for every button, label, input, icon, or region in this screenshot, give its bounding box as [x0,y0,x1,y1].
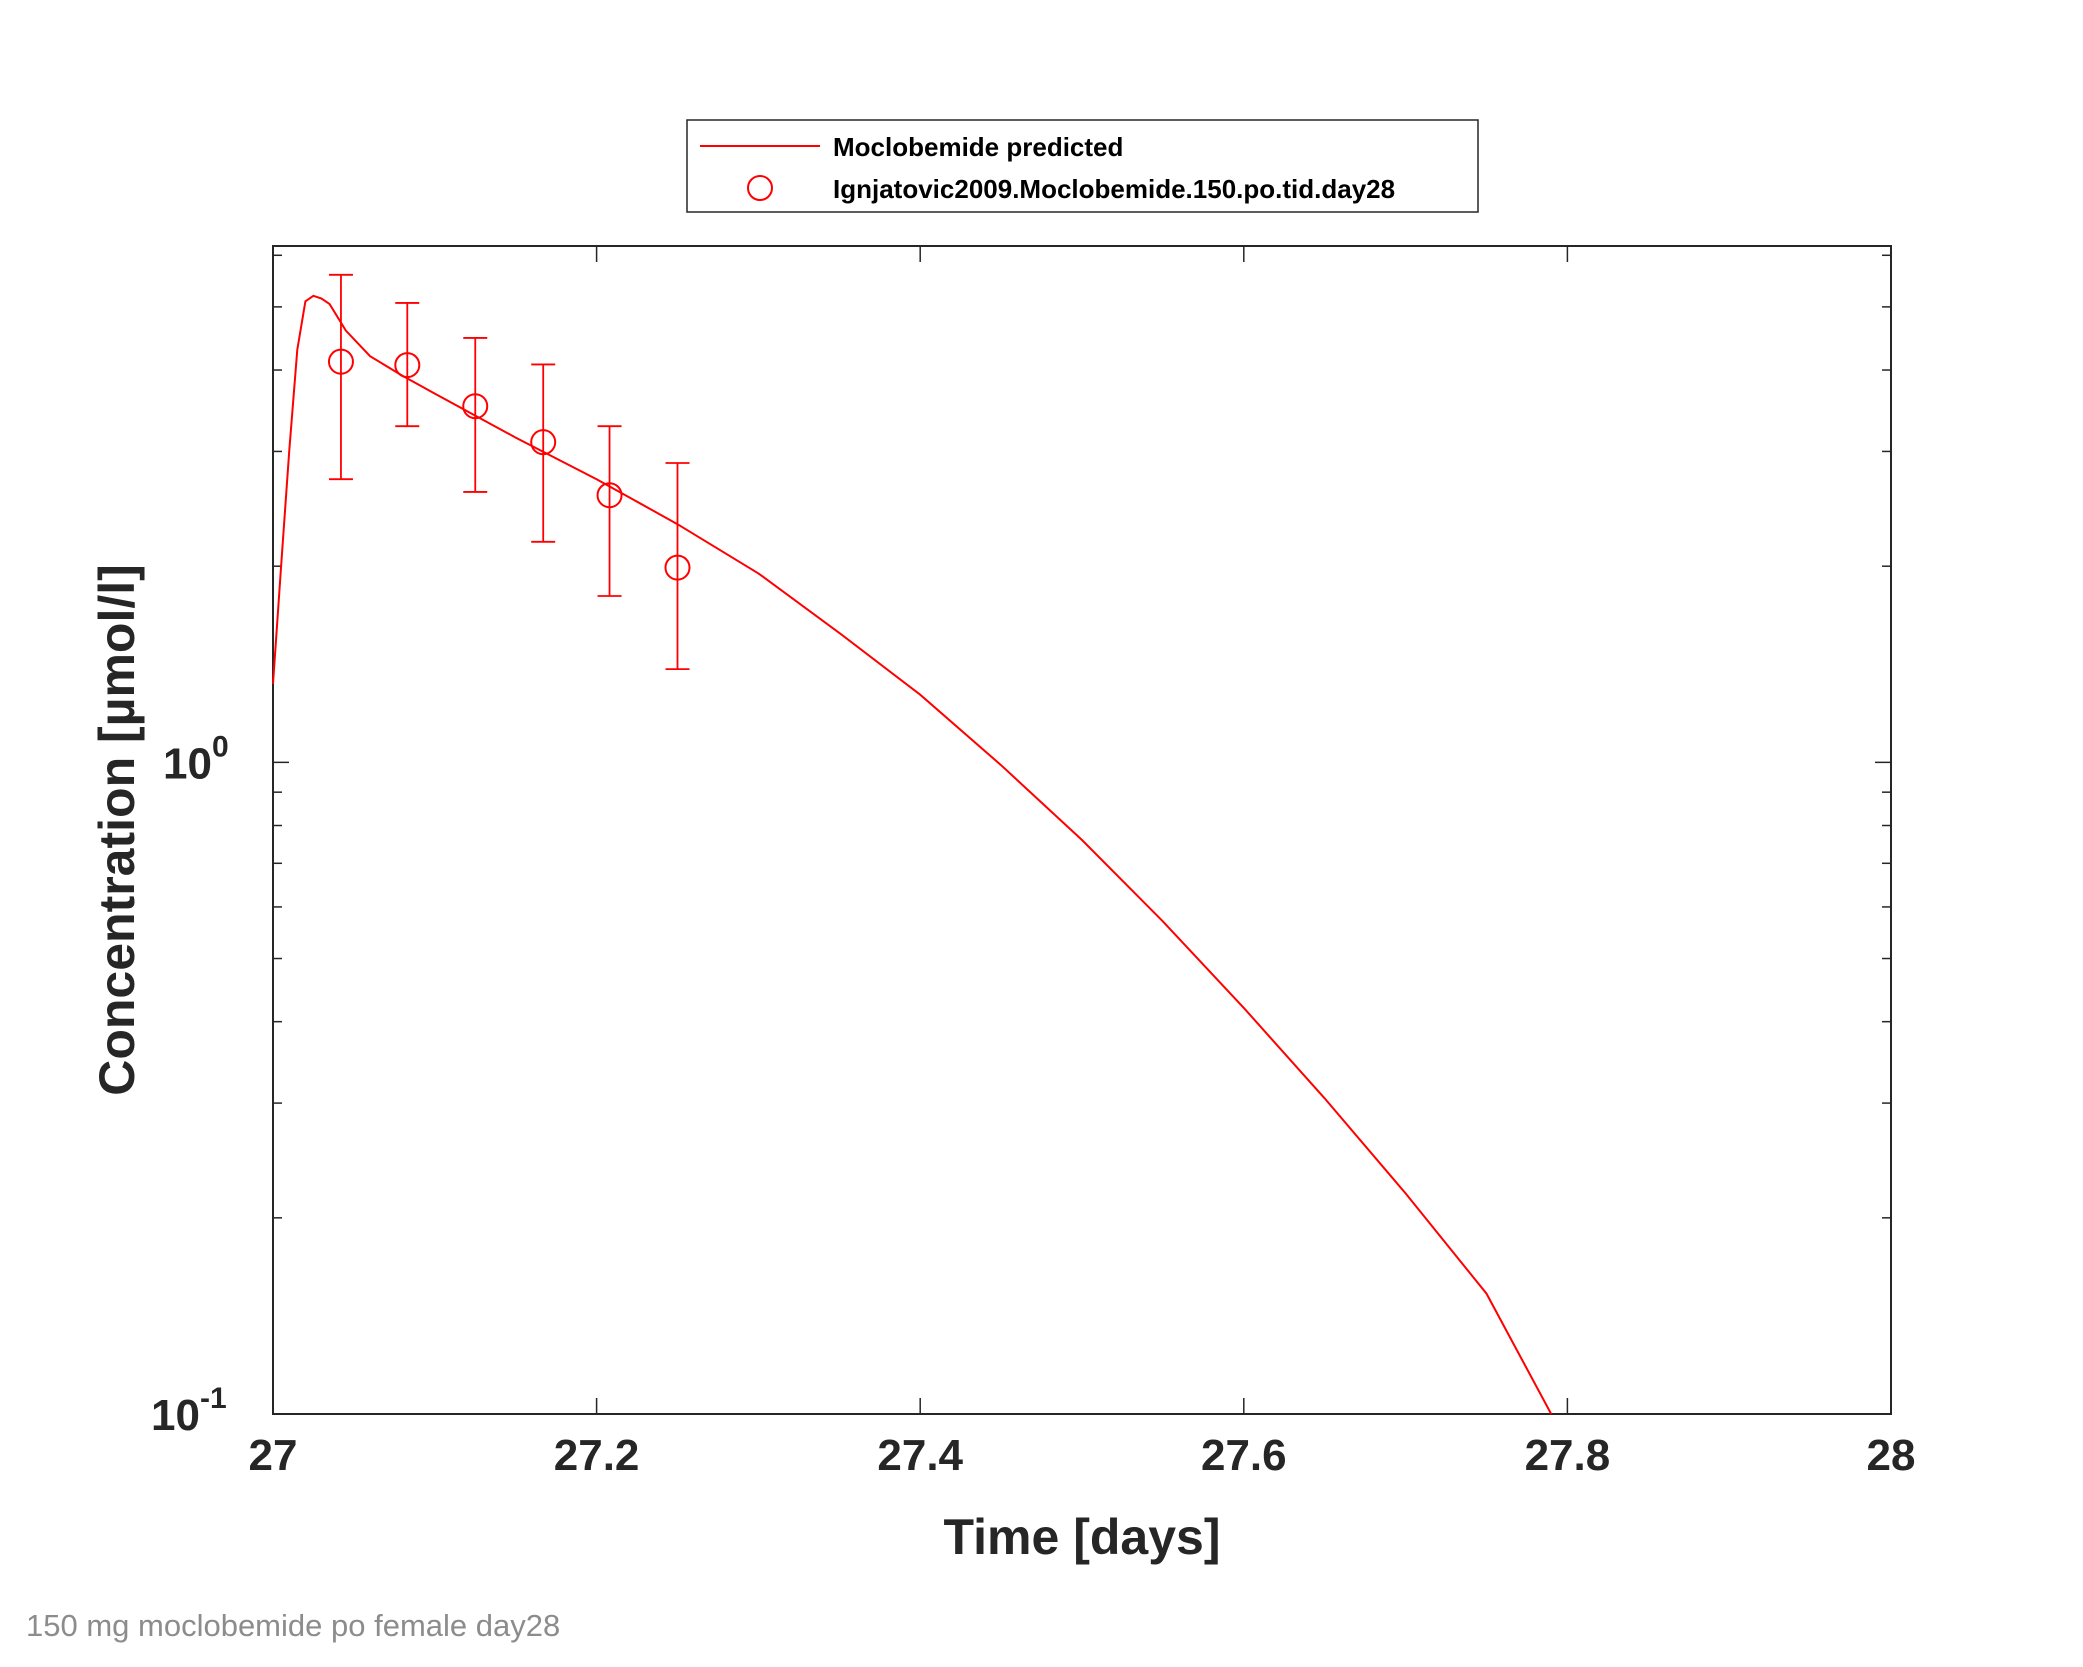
x-tick-label: 27.4 [877,1431,963,1480]
series-line-predicted [272,294,1553,1415]
error-bar [328,273,353,481]
x-axis-label: Time [days] [944,1509,1221,1565]
error-bar [395,302,420,428]
x-tick-label: 27 [249,1431,298,1480]
y-tick-label: 10 0 [163,730,229,788]
legend-marker-swatch [747,175,773,201]
legend-label-predicted: Moclobemide predicted [833,132,1123,162]
error-bars [328,273,690,671]
y-tick-label: 10 -1 [151,1382,227,1440]
data-point [394,352,421,379]
legend-label-observed: Ignjatovic2009.Moclobemide.150.po.tid.da… [833,174,1395,204]
figure-caption: 150 mg moclobemide po female day28 [26,1608,561,1643]
y-tick-label-exponent: -1 [200,1382,227,1415]
axis-ticks [272,246,1892,1415]
plot-area [272,245,1892,1415]
x-tick-label: 27.2 [554,1431,640,1480]
data-point [596,482,623,509]
x-tick-label: 27.8 [1525,1431,1611,1480]
error-bar [665,462,690,671]
error-bar [597,425,622,597]
data-point [462,393,489,420]
y-tick-label-exponent: 0 [212,730,229,763]
data-point [530,429,557,456]
y-tick-label-base: 10 [163,739,212,788]
error-bar [531,363,556,543]
y-axis-label: Concentration [µmol/l] [89,564,145,1096]
x-tick-label: 27.6 [1201,1431,1287,1480]
y-tick-label-base: 10 [151,1391,200,1440]
data-point [327,348,354,375]
series-points-observed [327,348,691,581]
x-tick-labels: 27 27.2 27.4 27.6 27.8 28 [249,1431,1916,1480]
data-point [664,554,691,581]
legend-box [686,119,1479,213]
legend: Moclobemide predicted Ignjatovic2009.Moc… [686,119,1479,213]
x-tick-label: 28 [1867,1431,1916,1480]
